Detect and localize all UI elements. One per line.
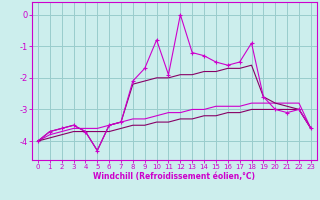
X-axis label: Windchill (Refroidissement éolien,°C): Windchill (Refroidissement éolien,°C) — [93, 172, 255, 181]
